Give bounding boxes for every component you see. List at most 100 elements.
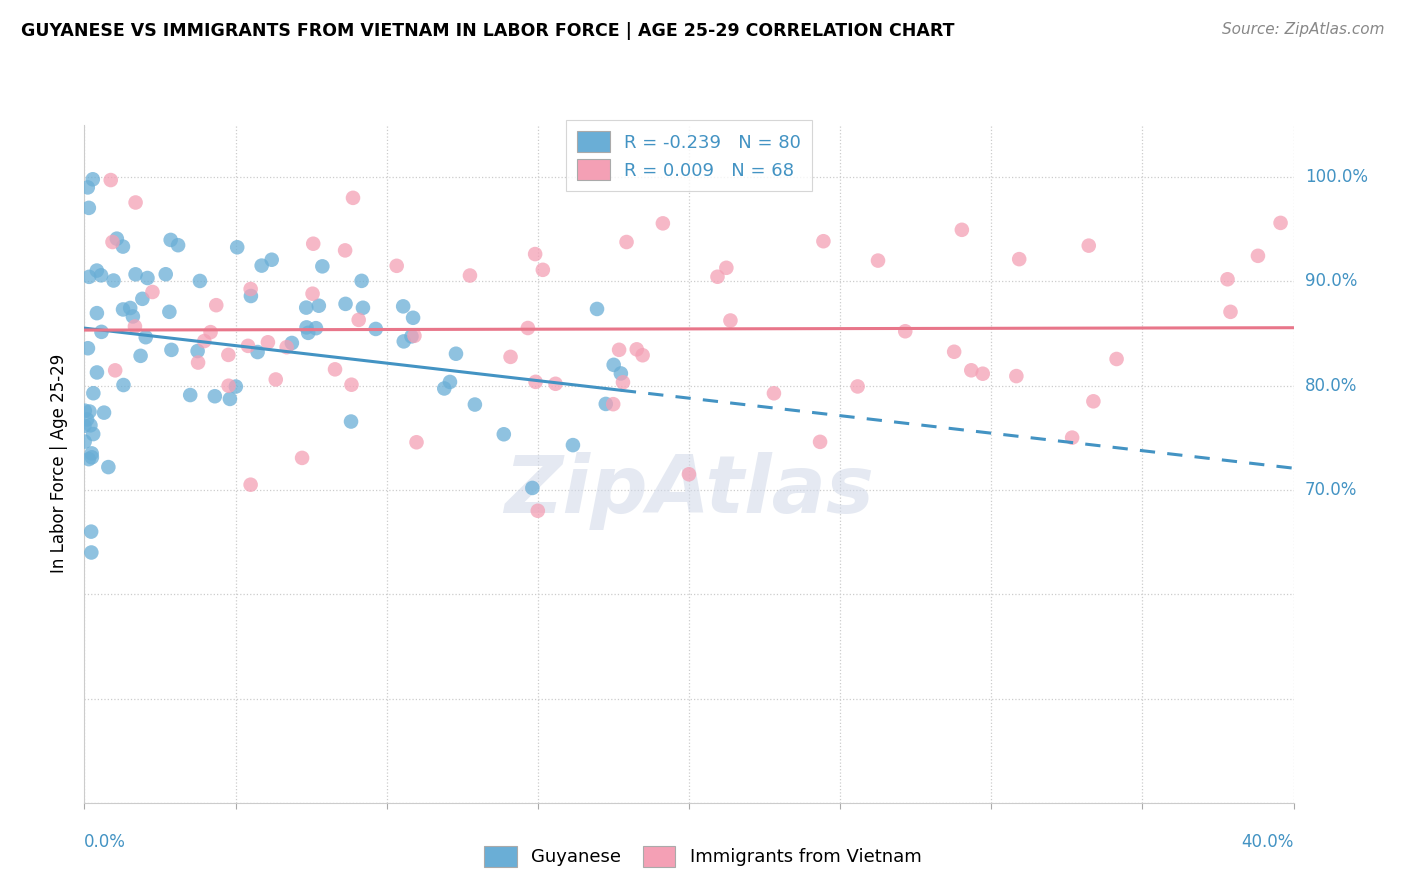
Point (135, 330, 157, 344)
Point (626, 343, 648, 357)
Legend: Guyanese, Immigrants from Vietnam: Guyanese, Immigrants from Vietnam (477, 838, 929, 874)
Point (200, 325, 222, 339)
Point (960, 363, 983, 377)
Point (439, 375, 461, 389)
Point (236, 339, 259, 353)
Point (1247, 249, 1270, 263)
Point (90, 268, 112, 283)
Point (524, 375, 547, 389)
Point (204, 389, 226, 403)
Point (894, 324, 917, 338)
Point (76, 180, 98, 194)
Point (188, 274, 211, 288)
Point (616, 235, 638, 249)
Point (943, 344, 966, 359)
Point (522, 481, 544, 495)
Point (79, 418, 101, 433)
Point (260, 252, 283, 267)
Point (82, 386, 104, 401)
Point (141, 285, 163, 299)
Point (350, 274, 373, 288)
Point (404, 328, 426, 343)
Point (340, 415, 363, 429)
Point (950, 223, 973, 237)
Point (82, 427, 104, 442)
Point (218, 378, 240, 392)
Point (364, 322, 387, 336)
Point (80, 545, 103, 559)
Point (433, 381, 456, 395)
Point (159, 233, 181, 247)
Point (257, 335, 280, 350)
Point (651, 216, 673, 230)
Point (217, 348, 239, 362)
Point (167, 238, 190, 252)
Point (516, 321, 538, 335)
Point (77, 341, 100, 355)
Text: Source: ZipAtlas.com: Source: ZipAtlas.com (1222, 22, 1385, 37)
Point (276, 340, 298, 354)
Point (335, 297, 357, 311)
Point (302, 236, 325, 251)
Point (716, 260, 738, 275)
Point (762, 386, 785, 401)
Point (77, 269, 100, 284)
Text: 0.0%: 0.0% (84, 833, 127, 851)
Point (492, 427, 515, 442)
Text: 40.0%: 40.0% (1241, 833, 1294, 851)
Point (205, 298, 228, 312)
Point (333, 244, 356, 258)
Point (464, 398, 486, 412)
Point (121, 310, 143, 324)
Point (82, 172, 104, 186)
Point (131, 292, 153, 306)
Point (86, 263, 108, 277)
Point (347, 313, 370, 327)
Point (323, 362, 346, 376)
Point (187, 344, 209, 359)
Point (458, 268, 481, 283)
Point (1005, 369, 1028, 384)
Point (602, 397, 624, 411)
Point (1219, 305, 1241, 319)
Point (720, 313, 742, 327)
Point (1077, 238, 1099, 252)
Point (524, 247, 547, 261)
Point (101, 235, 124, 249)
Point (610, 367, 633, 381)
Point (1083, 394, 1105, 409)
Point (239, 282, 262, 296)
Point (311, 260, 333, 274)
Point (544, 376, 567, 391)
Point (392, 299, 415, 313)
Point (281, 336, 304, 351)
Point (112, 302, 135, 317)
Point (226, 240, 249, 254)
Point (136, 271, 159, 285)
Point (301, 286, 323, 301)
Point (392, 334, 415, 349)
Point (80, 450, 103, 465)
Point (295, 301, 318, 315)
Point (586, 301, 609, 316)
Point (561, 438, 583, 452)
Text: GUYANESE VS IMMIGRANTS FROM VIETNAM IN LABOR FORCE | AGE 25-29 CORRELATION CHART: GUYANESE VS IMMIGRANTS FROM VIETNAM IN L… (21, 22, 955, 40)
Point (86, 366, 108, 380)
Point (104, 363, 127, 377)
Point (1062, 431, 1084, 445)
Point (612, 376, 634, 390)
Point (124, 268, 146, 282)
Point (246, 345, 269, 359)
Point (595, 397, 617, 411)
Text: 100.0%: 100.0% (1305, 168, 1368, 186)
Point (97, 460, 120, 475)
Point (405, 435, 427, 450)
Point (80, 524, 103, 539)
Legend: R = -0.239   N = 80, R = 0.009   N = 68: R = -0.239 N = 80, R = 0.009 N = 68 (567, 120, 811, 191)
Point (179, 388, 201, 402)
Point (602, 358, 624, 372)
Point (813, 234, 835, 248)
Point (340, 377, 363, 392)
Point (1216, 272, 1239, 286)
Point (77, 201, 100, 215)
